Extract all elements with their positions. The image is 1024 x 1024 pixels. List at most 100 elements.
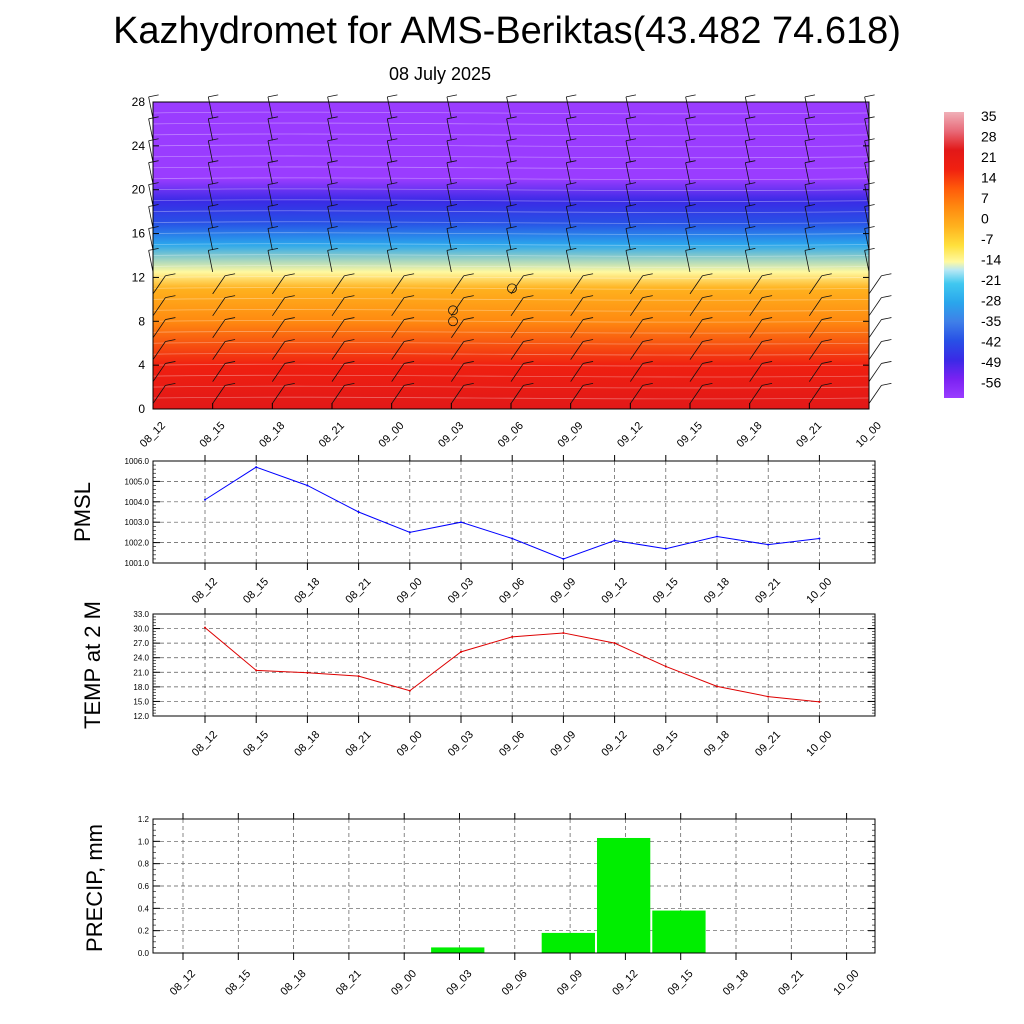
wind-barb-flag: [387, 94, 398, 98]
wind-barb: [749, 385, 763, 404]
contour-line: [152, 188, 870, 191]
colorbar: 35 28 21 14 7 0 -7 -14 -21 -28 -35 -42 -49 -56: [944, 108, 1001, 398]
wind-barb-flag: [566, 182, 577, 185]
y-tick-label: 1.2: [138, 815, 150, 824]
wind-barb-flag: [523, 273, 534, 277]
wind-barb: [868, 341, 882, 360]
wind-barb: [327, 162, 333, 185]
wind-barb-flag: [881, 361, 892, 364]
wind-barb: [212, 341, 226, 360]
wind-barb: [864, 118, 870, 141]
data-point: [562, 631, 565, 634]
wind-barb-flag: [148, 138, 159, 142]
colorbar-label: -49: [981, 354, 1001, 370]
wind-barb: [630, 363, 644, 382]
wind-barb: [451, 275, 465, 295]
wind-barb-flag: [148, 182, 159, 185]
y-tick-label: 0.2: [138, 927, 150, 936]
data-point: [818, 700, 821, 703]
wind-barb: [212, 363, 226, 382]
wind-barb: [207, 118, 214, 141]
wind-barb-flag: [446, 94, 458, 98]
wind-barb: [207, 228, 214, 251]
contour-line: [152, 330, 870, 334]
wind-barb-flag: [446, 204, 458, 207]
wind-barb-flag: [566, 226, 577, 229]
wind-barb-flag: [327, 247, 338, 251]
x-tick-label: 08_18: [278, 968, 308, 998]
x-tick-label: 10_00: [854, 420, 884, 450]
wind-barb: [804, 140, 810, 163]
wind-barb-flag: [404, 295, 415, 299]
wind-barb-flag: [583, 339, 594, 342]
wind-barb-flag: [625, 247, 637, 251]
wind-barb-flag: [762, 317, 773, 320]
wind-barb-flag: [267, 160, 279, 164]
data-point: [408, 689, 411, 692]
wind-barb: [565, 250, 572, 273]
wind-barb: [804, 118, 810, 141]
wind-barb: [565, 228, 572, 251]
wind-barb-flag: [284, 382, 295, 386]
contour-line: [152, 254, 870, 257]
temp-panel: 12.0 15.0 18.0 21.0 24.0 27.0 30.0 33.0 08_12 08_…: [80, 601, 876, 759]
wind-barb-flag: [864, 247, 875, 251]
wind-barb-flag: [685, 182, 696, 185]
wind-barb-flag: [387, 160, 398, 164]
wind-barb-flag: [642, 295, 653, 299]
wind-barb-flag: [284, 361, 295, 364]
wind-barb-flag: [208, 138, 219, 142]
y-tick-label: 8: [138, 314, 145, 328]
wind-barb: [391, 297, 405, 317]
contour-line: [152, 265, 870, 268]
wind-barb-flag: [685, 226, 696, 229]
wind-barb-flag: [804, 247, 816, 251]
wind-barb: [152, 341, 166, 360]
calm-wind-circle: [448, 316, 458, 327]
wind-barb-flag: [804, 160, 816, 164]
wind-barb-flag: [821, 361, 832, 364]
wind-barb-flag: [523, 339, 534, 342]
contour-line: [152, 199, 870, 202]
data-point: [408, 531, 411, 534]
data-point: [664, 547, 667, 550]
x-tick-label: 08_21: [317, 420, 347, 450]
x-tick-label: 09_03: [446, 576, 476, 606]
wind-barb-flag: [404, 339, 415, 342]
x-tick-label: 09_15: [675, 420, 705, 450]
x-tick-label: 08_15: [241, 576, 271, 606]
wind-barb-flag: [148, 226, 159, 229]
precip-bar: [541, 932, 595, 953]
wind-barb-flag: [745, 160, 756, 164]
contour-line: [152, 287, 870, 290]
contour-line: [152, 177, 870, 181]
data-point: [767, 695, 770, 698]
wind-barb: [809, 341, 823, 360]
wind-barb: [570, 319, 584, 338]
wind-barb-flag: [284, 339, 295, 342]
y-tick-label: 0.8: [138, 860, 150, 869]
wind-barb-flag: [762, 273, 773, 277]
wind-barb: [565, 162, 572, 185]
wind-barb: [451, 341, 465, 360]
contour-line: [152, 122, 870, 126]
y-tick-label: 0.6: [138, 882, 150, 891]
wind-barb: [689, 297, 703, 317]
wind-barb: [386, 206, 393, 229]
wind-barb: [267, 206, 273, 229]
data-point: [204, 498, 206, 501]
wind-barb: [625, 118, 631, 141]
x-tick-label: 09_09: [555, 968, 585, 998]
contour-line: [152, 374, 870, 378]
wind-barb: [212, 275, 226, 295]
wind-barb-flag: [566, 116, 577, 120]
wind-barb-flag: [625, 160, 637, 164]
wind-barb: [625, 206, 631, 229]
wind-barb-flag: [881, 339, 892, 342]
wind-barb: [506, 206, 512, 229]
wind-barb-flag: [745, 247, 756, 251]
wind-barb: [148, 228, 154, 251]
wind-barb: [685, 184, 691, 207]
wind-barb: [451, 297, 465, 317]
